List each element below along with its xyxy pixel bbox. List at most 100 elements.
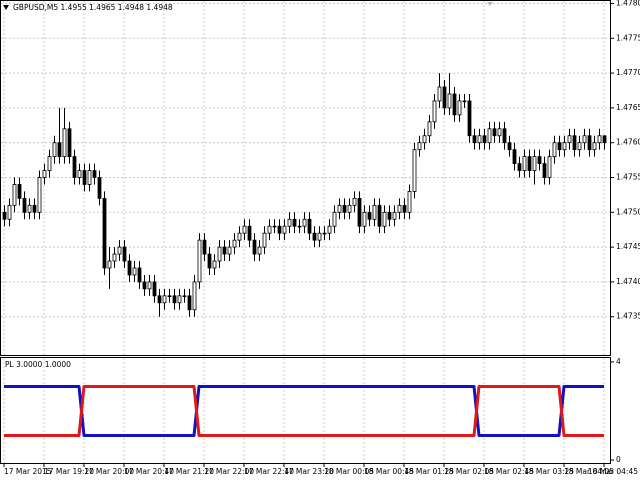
candle-body [572,135,577,151]
menu-arrow[interactable] [3,5,9,10]
x-tick-label: 17 Mar 23:20 [284,467,334,476]
candle-body [52,142,57,158]
chart-title: GBPUSD,M5 1.4955 1.4965 1.4948 1.4948 [13,3,173,12]
candle-body [212,260,217,269]
candle-body [167,295,172,298]
candle-body [102,197,107,269]
candle-body [317,232,322,241]
candle-body [287,218,292,227]
x-tick-label: 17 Mar 20:00 [84,467,134,476]
candle-body [22,197,27,213]
indicator-line [4,384,604,438]
candle-body [232,239,237,248]
candle-body [402,204,407,213]
candle-body [312,232,317,241]
candle-body [302,218,307,227]
candle-body [182,295,187,298]
candle-body [452,93,457,116]
candle-body [77,170,82,178]
candle-body [47,156,52,171]
candle-body [462,100,467,103]
candle-body [252,239,257,255]
candle-body [202,239,207,255]
candle-body [372,204,377,220]
candle-body [392,211,397,220]
y-tick-label: 1.4745 [616,242,640,251]
candle-body [537,156,542,164]
candle-body [207,253,212,269]
candle-body [17,184,22,199]
y-tick-label: 1.4735 [616,312,640,321]
candle-body [327,225,332,234]
x-tick-label: 18 Mar 01:25 [404,467,454,476]
candle-body [297,225,302,228]
y-tick-label: 1.4760 [616,138,640,147]
candle-body [527,156,532,171]
y-tick-label: 1.4770 [616,68,640,77]
candle-body [67,128,72,158]
x-tick-label: 18 Mar 04:05 [564,467,614,476]
y-tick-label: 1.4750 [616,207,640,216]
x-tick-label: 18 Mar 00:05 [324,467,374,476]
candle-body [257,246,262,255]
candle-body [472,135,477,144]
candle-body [112,253,117,262]
candle-body [217,246,222,262]
candle-body [482,135,487,144]
candle-body [57,142,62,158]
y-tick-label: 1.4780 [616,0,640,7]
x-tick-label: 17 Mar 21:20 [164,467,214,476]
candle-body [582,135,587,144]
x-tick-label: 18 Mar 00:45 [364,467,414,476]
candle-body [322,232,327,235]
candle-body [522,156,527,171]
y-tick-label: 1.4740 [616,277,640,286]
candle-body [157,295,162,304]
candle-body [307,218,312,234]
candle-body [602,135,607,144]
candle-body [407,191,412,213]
candle-body [517,163,522,171]
candle-body [87,170,92,185]
candle-body [552,142,557,158]
candle-body [592,142,597,151]
candle-body [117,246,122,255]
candle-body [12,184,17,206]
candle-body [282,225,287,234]
x-tick-label: 18 Mar 03:25 [524,467,574,476]
candle-body [512,149,517,164]
candle-body [142,281,147,290]
candle-body [292,218,297,227]
candle-body [427,121,432,137]
x-tick-label: 17 Mar 2015 [4,467,52,476]
candle-body [507,142,512,151]
candle-body [122,246,127,262]
candle-body [437,86,442,102]
candle-body [417,142,422,151]
candle-body [177,295,182,304]
x-tick-label: 17 Mar 22:00 [204,467,254,476]
candle-body [547,156,552,178]
candle-body [447,93,452,109]
x-tick-label: 17 Mar 22:40 [244,467,294,476]
candle-body [597,135,602,144]
candle-body [2,211,7,220]
candle-body [222,246,227,255]
candle-body [82,170,87,185]
candle-body [272,225,277,228]
candle-body [192,281,197,311]
candle-body [137,267,142,283]
candle-body [567,135,572,144]
candle-body [362,211,367,227]
candle-body [577,142,582,151]
candle-body [247,225,252,241]
candle-body [532,156,537,171]
x-tick-label: 17 Mar 20:40 [124,467,174,476]
candle-body [492,128,497,137]
candle-body [387,211,392,220]
candle-body [72,156,77,178]
candle-body [97,177,102,199]
candle-body [152,281,157,297]
candle-body [242,225,247,234]
